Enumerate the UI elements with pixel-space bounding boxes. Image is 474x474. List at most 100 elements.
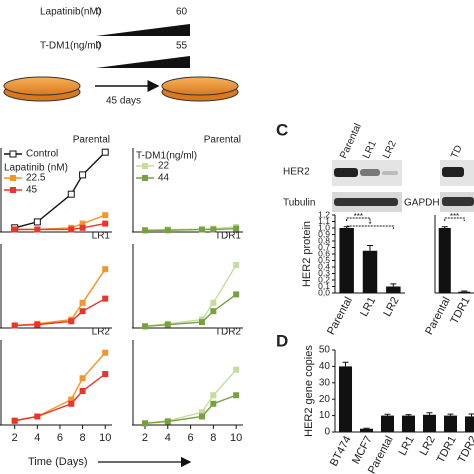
marker [34, 413, 41, 420]
legend-label: Control [26, 149, 58, 160]
y-tick-label: 0,6 [318, 248, 330, 258]
x-tick-label: LR2 [381, 295, 401, 318]
y-tick-label: 0,7 [318, 242, 330, 252]
marker [141, 420, 148, 427]
bar [338, 366, 353, 432]
x-tick-label: Parental [423, 295, 453, 337]
marker [79, 308, 86, 315]
y-tick-label: 20 [319, 394, 331, 405]
x-tick-label: LR2 [418, 434, 438, 457]
legend-title: Lapatinib (nM) [4, 163, 68, 174]
chart-title: Parental [204, 135, 241, 146]
y-tick-label: 0,4 [318, 261, 330, 271]
marker [233, 392, 240, 399]
significance-bracket [346, 217, 371, 221]
dose-start: 0 [96, 41, 102, 52]
marker [210, 392, 217, 399]
marker [33, 218, 41, 226]
blot-image [332, 160, 474, 212]
series-line [14, 268, 106, 327]
y-tick-label: 1,2 [318, 209, 330, 219]
significance: *** [450, 212, 459, 221]
panel-label: D [276, 331, 288, 350]
marker [233, 225, 240, 232]
error-bar [405, 414, 412, 416]
marker [164, 321, 171, 328]
bar [422, 414, 437, 432]
legend-title: T-DM1(ng/ml) [136, 151, 197, 162]
blot-row-label: HER2 [283, 167, 310, 178]
significance-bracket [444, 217, 465, 221]
x-tick-label: TDR1 [448, 295, 472, 326]
marker [102, 266, 109, 273]
y-tick-label: 1,1 [318, 216, 330, 226]
dish [3, 76, 81, 102]
significance: *** [354, 212, 363, 221]
dose-end: 55 [176, 41, 188, 52]
error-bar [384, 413, 391, 416]
chart-title: TDR1 [215, 231, 242, 242]
marker [68, 226, 75, 233]
error-bar [461, 290, 468, 292]
marker [141, 227, 148, 234]
marker [210, 400, 217, 407]
y-tick-label: 0,1 [318, 281, 330, 291]
legend-label: 44 [158, 173, 170, 184]
marker [233, 291, 240, 298]
series-line [14, 373, 106, 422]
legend-marker [9, 150, 17, 158]
bar [443, 415, 458, 432]
chart-title: Parental [73, 135, 110, 146]
marker [68, 396, 75, 403]
x-tick-label: 2 [142, 432, 148, 444]
marker [79, 171, 87, 179]
marker [68, 318, 75, 325]
y-tick-label: 0 [324, 427, 330, 438]
panel-label: C [276, 120, 288, 139]
marker [34, 321, 41, 328]
marker [79, 220, 86, 227]
x-tick-label: Parental [325, 295, 355, 337]
marker [164, 418, 171, 425]
marker [34, 226, 41, 233]
series-line [14, 214, 106, 231]
x-tick-label: 8 [80, 432, 86, 444]
bar [464, 416, 474, 432]
chart-title: LR1 [92, 231, 111, 242]
x-tick-label: 4 [34, 432, 40, 444]
error-bar [426, 412, 433, 415]
error-bar [441, 226, 448, 228]
x-tick-label: 10 [230, 432, 242, 444]
marker [198, 409, 205, 416]
legend-label: 22 [158, 161, 170, 172]
marker [11, 417, 18, 424]
x-tick-label: 2 [12, 432, 18, 444]
bar [458, 291, 471, 293]
dish [161, 76, 239, 102]
marker [11, 226, 18, 233]
blot-row-label: GAPDH [404, 198, 440, 209]
drug-label: Lapatinib(nM) [40, 7, 101, 18]
bar [386, 286, 401, 293]
drug-label: T-DM1(ng/ml) [40, 41, 101, 52]
dose-start: 0 [96, 7, 102, 18]
marker [79, 224, 86, 231]
marker [210, 226, 217, 233]
blot-row-label: Tubulin [283, 198, 315, 209]
y-axis-label: HER2 gene copies [303, 345, 315, 437]
marker [79, 299, 86, 306]
dose-wedge [96, 24, 190, 36]
marker [102, 220, 109, 227]
x-tick-label: 8 [210, 432, 216, 444]
bar [359, 428, 374, 432]
error-bar [367, 245, 373, 251]
dose-end: 60 [176, 7, 188, 18]
y-tick-label: 0,3 [318, 268, 330, 278]
marker [210, 299, 217, 306]
marker [198, 226, 205, 233]
marker [102, 349, 109, 356]
y-tick-label: 1,0 [318, 222, 330, 232]
legend-marker [10, 187, 16, 193]
